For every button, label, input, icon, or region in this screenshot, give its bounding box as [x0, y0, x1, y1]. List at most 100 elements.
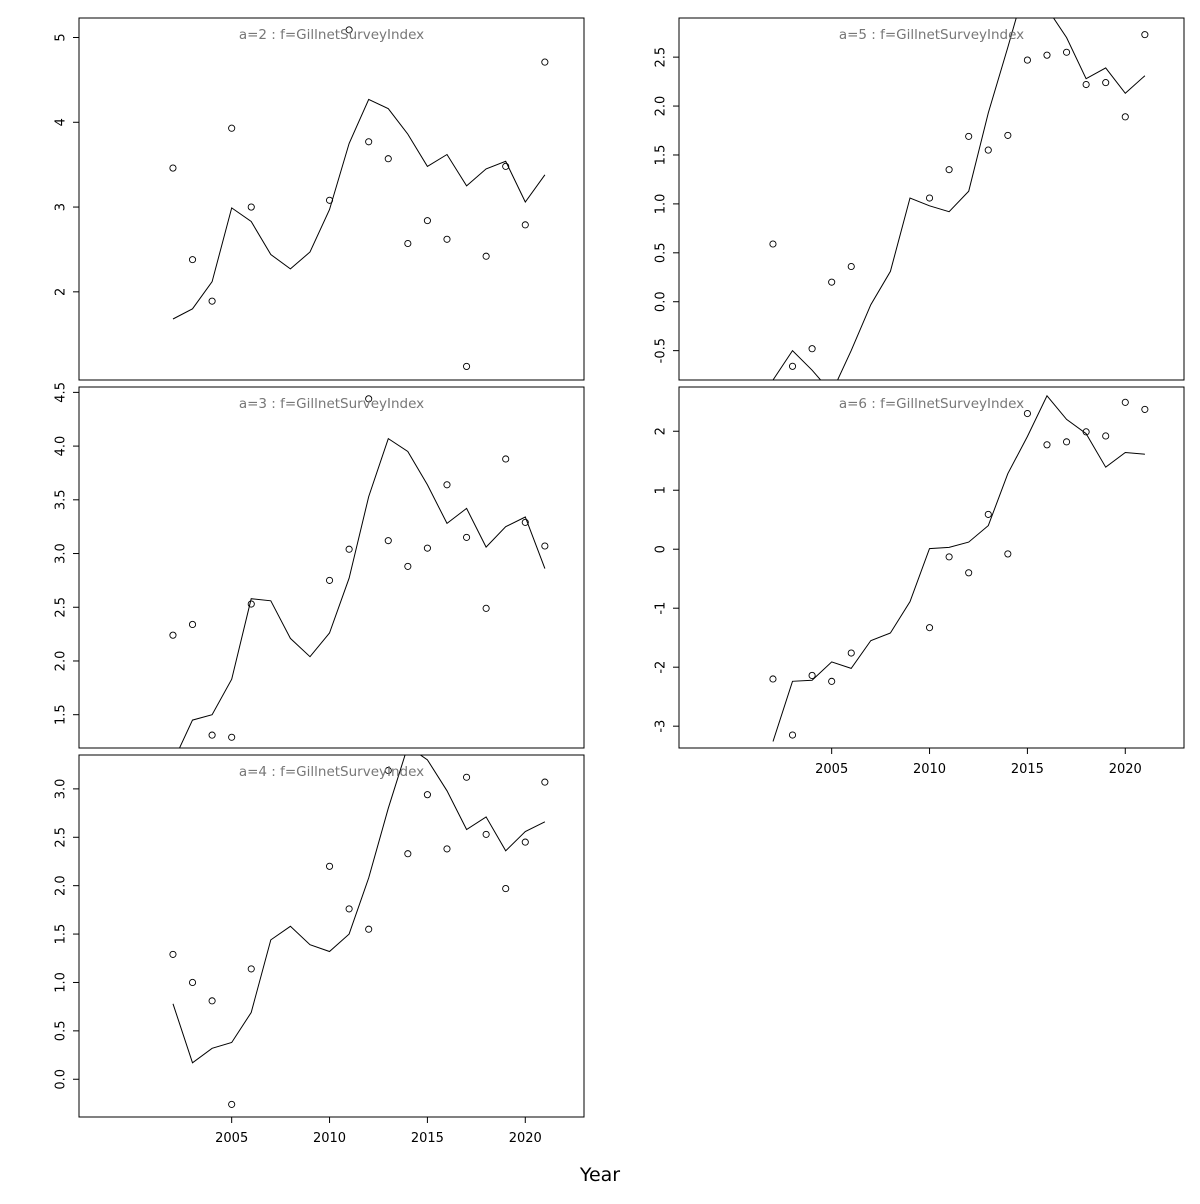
observed-point	[541, 542, 549, 550]
y-tick-label: 2	[654, 427, 669, 435]
observed-point	[228, 733, 236, 741]
panel-frame	[678, 17, 1185, 381]
x-tick-label: 2020	[509, 1131, 542, 1146]
observed-point	[1141, 405, 1149, 413]
observed-point	[1043, 441, 1051, 449]
observed-point	[925, 194, 934, 202]
observed-point	[325, 196, 334, 204]
panel-frame	[78, 754, 585, 1118]
observed-point	[769, 675, 777, 683]
observed-point	[847, 649, 855, 657]
y-tick-label: 1.0	[654, 194, 669, 215]
observed-point	[404, 239, 412, 248]
observed-point	[169, 164, 177, 172]
observed-point	[482, 252, 490, 260]
x-tick-label: 2005	[215, 1131, 248, 1146]
observed-point	[788, 362, 797, 370]
y-tick-label: -2	[654, 661, 669, 674]
observed-point	[169, 631, 177, 639]
observed-point	[463, 773, 471, 781]
y-tick-label: 1	[654, 486, 669, 494]
observed-point	[1102, 432, 1110, 440]
observed-point	[945, 166, 953, 174]
y-tick-label: 1.5	[654, 145, 669, 166]
panel-a2: 2 3 4 5 a=2 : f=GillnetSurveyIndex	[54, 17, 585, 381]
observed-point	[345, 905, 353, 913]
observed-point	[965, 132, 973, 140]
panel-frame	[78, 386, 585, 749]
observed-point	[1023, 409, 1031, 418]
observed-point	[169, 950, 177, 958]
observed-point	[247, 600, 255, 608]
observed-point	[984, 146, 992, 154]
observed-point	[384, 537, 392, 545]
panel-a5: -0.5 0.0 0.5 1.0 1.5 2.0 2.5 a=5 : f=GillnetSur…	[654, 17, 1185, 381]
panel-a4: 0.0 0.5 1.0 1.5 2.0 2.5 3.0 2005 2010 2015 2020 a=4…	[54, 754, 585, 1146]
y-tick-label: 2.5	[54, 827, 69, 848]
observed-point	[925, 624, 934, 632]
observed-point	[788, 731, 797, 739]
observed-point	[423, 217, 431, 225]
x-tick-label: 2020	[1109, 762, 1142, 777]
observed-point	[769, 240, 777, 248]
observed-point	[1141, 31, 1149, 39]
observed-point	[423, 544, 431, 552]
panel-frame	[78, 17, 585, 381]
observed-point	[228, 1100, 236, 1108]
observed-point	[502, 162, 510, 170]
observed-point	[521, 838, 529, 846]
observed-point	[443, 235, 451, 243]
observed-point	[384, 766, 392, 775]
observed-point	[482, 830, 490, 838]
x-axis-title: Year	[579, 1164, 620, 1186]
y-tick-label: 2.5	[654, 47, 669, 68]
y-tick-label: 5	[54, 33, 69, 41]
panel-title: a=2 : f=GillnetSurveyIndex	[239, 27, 424, 43]
y-tick-label: 2.0	[54, 651, 69, 672]
observed-point	[482, 604, 490, 612]
observed-point	[945, 553, 953, 561]
panel-a6: -3 -2 -1 0 1 2 2005 2010 2015 2020 a=6 : f=Gillnet…	[654, 386, 1185, 777]
observed-point	[1004, 131, 1012, 139]
x-tick-label: 2005	[815, 762, 848, 777]
observed-point	[521, 221, 529, 229]
observed-point	[984, 510, 992, 518]
observed-point	[847, 262, 855, 271]
observed-point	[1004, 550, 1012, 558]
observed-point	[404, 850, 412, 858]
observed-point	[384, 155, 392, 163]
observed-point	[208, 297, 216, 305]
observed-point	[1063, 438, 1071, 446]
y-tick-label: 0	[654, 545, 669, 553]
y-tick-label: 0.5	[54, 1021, 69, 1042]
observed-point	[808, 671, 816, 679]
observed-point	[1121, 398, 1129, 406]
y-tick-label: 3	[54, 203, 69, 211]
panel-title: a=6 : f=GillnetSurveyIndex	[839, 396, 1024, 412]
fitted-line	[172, 755, 546, 1064]
y-tick-label: -1	[654, 602, 669, 615]
panel-title: a=4 : f=GillnetSurveyIndex	[239, 764, 424, 780]
observed-point	[541, 778, 549, 786]
observed-point	[1102, 79, 1110, 87]
y-tick-label: 3.0	[54, 543, 69, 564]
y-tick-label: 1.5	[54, 924, 69, 945]
observed-point	[247, 965, 255, 973]
observed-point	[1121, 113, 1129, 121]
observed-point	[345, 545, 353, 553]
observed-point	[502, 455, 510, 463]
panels-layer: 2 3 4 5 a=2 : f=GillnetSurveyIndex 1.5 2.0 2.5 3…	[54, 17, 1185, 1146]
y-tick-label: 0.5	[654, 242, 669, 263]
observed-point	[463, 533, 471, 541]
x-tick-label: 2010	[913, 762, 946, 777]
observed-point	[1082, 80, 1090, 89]
observed-point	[443, 845, 451, 853]
y-tick-label: 0.0	[54, 1069, 69, 1090]
observed-point	[828, 677, 836, 685]
observed-point	[965, 569, 973, 577]
observed-point	[365, 395, 373, 403]
y-tick-label: 2.5	[54, 597, 69, 618]
x-tick-label: 2015	[411, 1131, 444, 1146]
observed-point	[365, 138, 373, 146]
